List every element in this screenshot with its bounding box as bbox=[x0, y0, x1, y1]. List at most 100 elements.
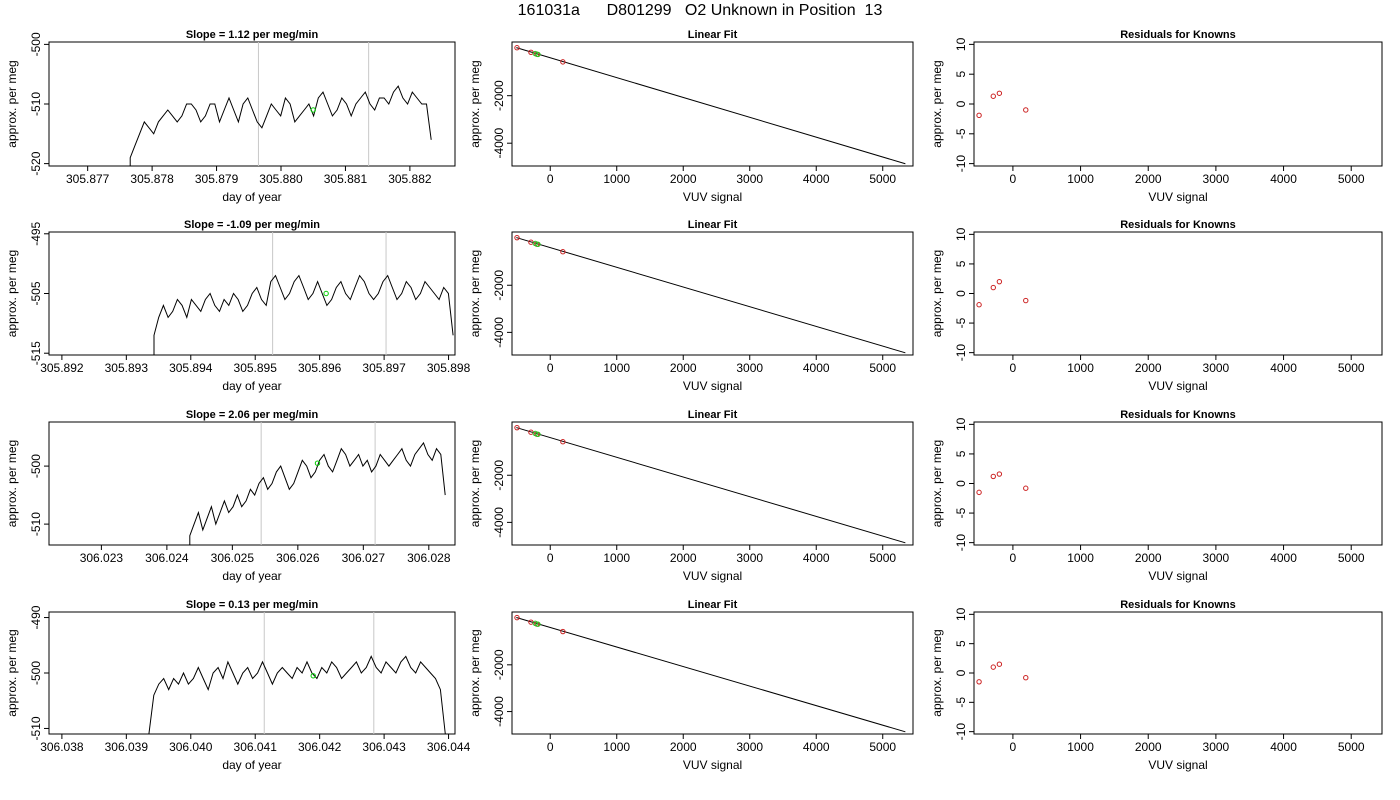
y-axis-label: approx. per meg bbox=[5, 250, 19, 337]
x-axis-label: VUV signal bbox=[1148, 569, 1207, 583]
y-tick-label: -2000 bbox=[492, 270, 506, 301]
x-tick-label: 3000 bbox=[736, 361, 763, 375]
x-tick-label: 0 bbox=[1010, 361, 1017, 375]
x-tick-label: 5000 bbox=[869, 361, 896, 375]
y-tick-label: -5 bbox=[954, 507, 968, 518]
series-line bbox=[148, 655, 446, 735]
x-tick-label: 305.896 bbox=[298, 361, 342, 375]
panel-title: Slope = -1.09 per meg/min bbox=[184, 219, 320, 231]
x-tick-label: 305.882 bbox=[388, 172, 432, 186]
panel-title: Residuals for Knowns bbox=[1120, 409, 1236, 421]
x-tick-label: 305.878 bbox=[130, 172, 174, 186]
unknown-point bbox=[535, 431, 541, 438]
x-tick-label: 306.024 bbox=[145, 551, 189, 565]
y-axis-label: approx. per meg bbox=[5, 629, 19, 716]
x-tick-label: 306.040 bbox=[169, 740, 213, 754]
x-tick-label: 305.894 bbox=[169, 361, 213, 375]
x-tick-label: 306.038 bbox=[40, 740, 84, 754]
x-axis-label: day of year bbox=[222, 758, 281, 772]
x-tick-label: 4000 bbox=[1270, 172, 1297, 186]
x-tick-label: 1000 bbox=[1067, 740, 1094, 754]
plot-frame bbox=[48, 41, 456, 167]
y-tick-label: -505 bbox=[29, 281, 43, 305]
known-point bbox=[514, 614, 520, 621]
x-tick-label: 0 bbox=[1010, 551, 1017, 565]
x-axis-label: VUV signal bbox=[683, 190, 742, 204]
plot-frame bbox=[511, 421, 914, 546]
x-axis-label: VUV signal bbox=[1148, 758, 1207, 772]
x-tick-label: 306.044 bbox=[427, 740, 471, 754]
y-tick-label: 0 bbox=[954, 290, 968, 297]
y-tick-label: -2000 bbox=[492, 460, 506, 491]
plot-frame bbox=[973, 611, 1383, 735]
unknown-point bbox=[535, 51, 541, 58]
x-tick-label: 0 bbox=[547, 551, 554, 565]
x-axis-label: VUV signal bbox=[683, 758, 742, 772]
x-tick-label: 306.027 bbox=[342, 551, 386, 565]
y-tick-label: 0 bbox=[954, 480, 968, 487]
y-tick-label: -500 bbox=[29, 661, 43, 685]
x-tick-label: 305.892 bbox=[40, 361, 84, 375]
y-axis-label: approx. per meg bbox=[5, 440, 19, 527]
x-tick-label: 4000 bbox=[803, 740, 830, 754]
unknown-marker bbox=[323, 290, 329, 297]
x-tick-label: 2000 bbox=[1135, 172, 1162, 186]
x-tick-label: 0 bbox=[547, 361, 554, 375]
fit-line bbox=[516, 427, 906, 544]
residual-point bbox=[1023, 485, 1029, 491]
y-tick-label: -510 bbox=[29, 92, 43, 116]
x-tick-label: 306.039 bbox=[105, 740, 149, 754]
series-line bbox=[153, 274, 454, 355]
known-point bbox=[560, 439, 566, 445]
y-tick-label: -490 bbox=[29, 605, 43, 629]
x-tick-label: 5000 bbox=[1338, 361, 1365, 375]
unknown-point bbox=[532, 620, 538, 627]
x-tick-label: 4000 bbox=[1270, 740, 1297, 754]
x-tick-label: 1000 bbox=[603, 172, 630, 186]
y-tick-label: -10 bbox=[954, 155, 968, 173]
x-tick-label: 5000 bbox=[1338, 172, 1365, 186]
panel-title: Residuals for Knowns bbox=[1120, 219, 1236, 231]
y-tick-label: -4000 bbox=[492, 507, 506, 538]
unknown-point bbox=[532, 50, 538, 57]
x-tick-label: 3000 bbox=[736, 551, 763, 565]
x-tick-label: 4000 bbox=[803, 361, 830, 375]
y-tick-label: -500 bbox=[29, 32, 43, 56]
y-axis-label: approx. per meg bbox=[468, 60, 482, 147]
plot-frame bbox=[511, 611, 914, 735]
y-tick-label: -510 bbox=[29, 716, 43, 740]
known-point bbox=[560, 249, 566, 255]
x-tick-label: 305.893 bbox=[105, 361, 149, 375]
panel-title: Slope = 2.06 per meg/min bbox=[186, 409, 319, 421]
panel-title: Linear Fit bbox=[688, 599, 738, 611]
x-tick-label: 5000 bbox=[869, 551, 896, 565]
y-tick-label: -495 bbox=[29, 221, 43, 245]
residual-point bbox=[990, 93, 996, 99]
unknown-point bbox=[535, 621, 541, 627]
x-tick-label: 305.879 bbox=[195, 172, 239, 186]
figure-title: 161031a D801299 O2 Unknown in Position 1… bbox=[517, 2, 883, 19]
x-tick-label: 306.026 bbox=[276, 551, 320, 565]
x-tick-label: 305.898 bbox=[427, 361, 471, 375]
panel-title: Slope = 1.12 per meg/min bbox=[186, 29, 319, 41]
y-tick-label: -520 bbox=[29, 151, 43, 175]
x-axis-label: day of year bbox=[222, 569, 281, 583]
residual-point bbox=[1023, 297, 1029, 304]
y-axis-label: approx. per meg bbox=[468, 440, 482, 527]
residual-point bbox=[990, 473, 996, 480]
residual-point bbox=[1023, 674, 1029, 681]
residual-point bbox=[976, 112, 982, 119]
x-axis-label: VUV signal bbox=[683, 569, 742, 583]
x-tick-label: 2000 bbox=[1135, 361, 1162, 375]
y-axis-label: approx. per meg bbox=[930, 440, 944, 527]
x-tick-label: 1000 bbox=[1067, 551, 1094, 565]
unknown-marker bbox=[314, 460, 321, 466]
y-axis-label: approx. per meg bbox=[468, 629, 482, 716]
x-tick-label: 2000 bbox=[670, 740, 697, 754]
x-tick-label: 2000 bbox=[670, 172, 697, 186]
unknown-point bbox=[535, 241, 541, 248]
y-tick-label: -2000 bbox=[492, 649, 506, 680]
y-tick-label: -5 bbox=[954, 697, 968, 708]
panel-title: Linear Fit bbox=[688, 409, 738, 421]
